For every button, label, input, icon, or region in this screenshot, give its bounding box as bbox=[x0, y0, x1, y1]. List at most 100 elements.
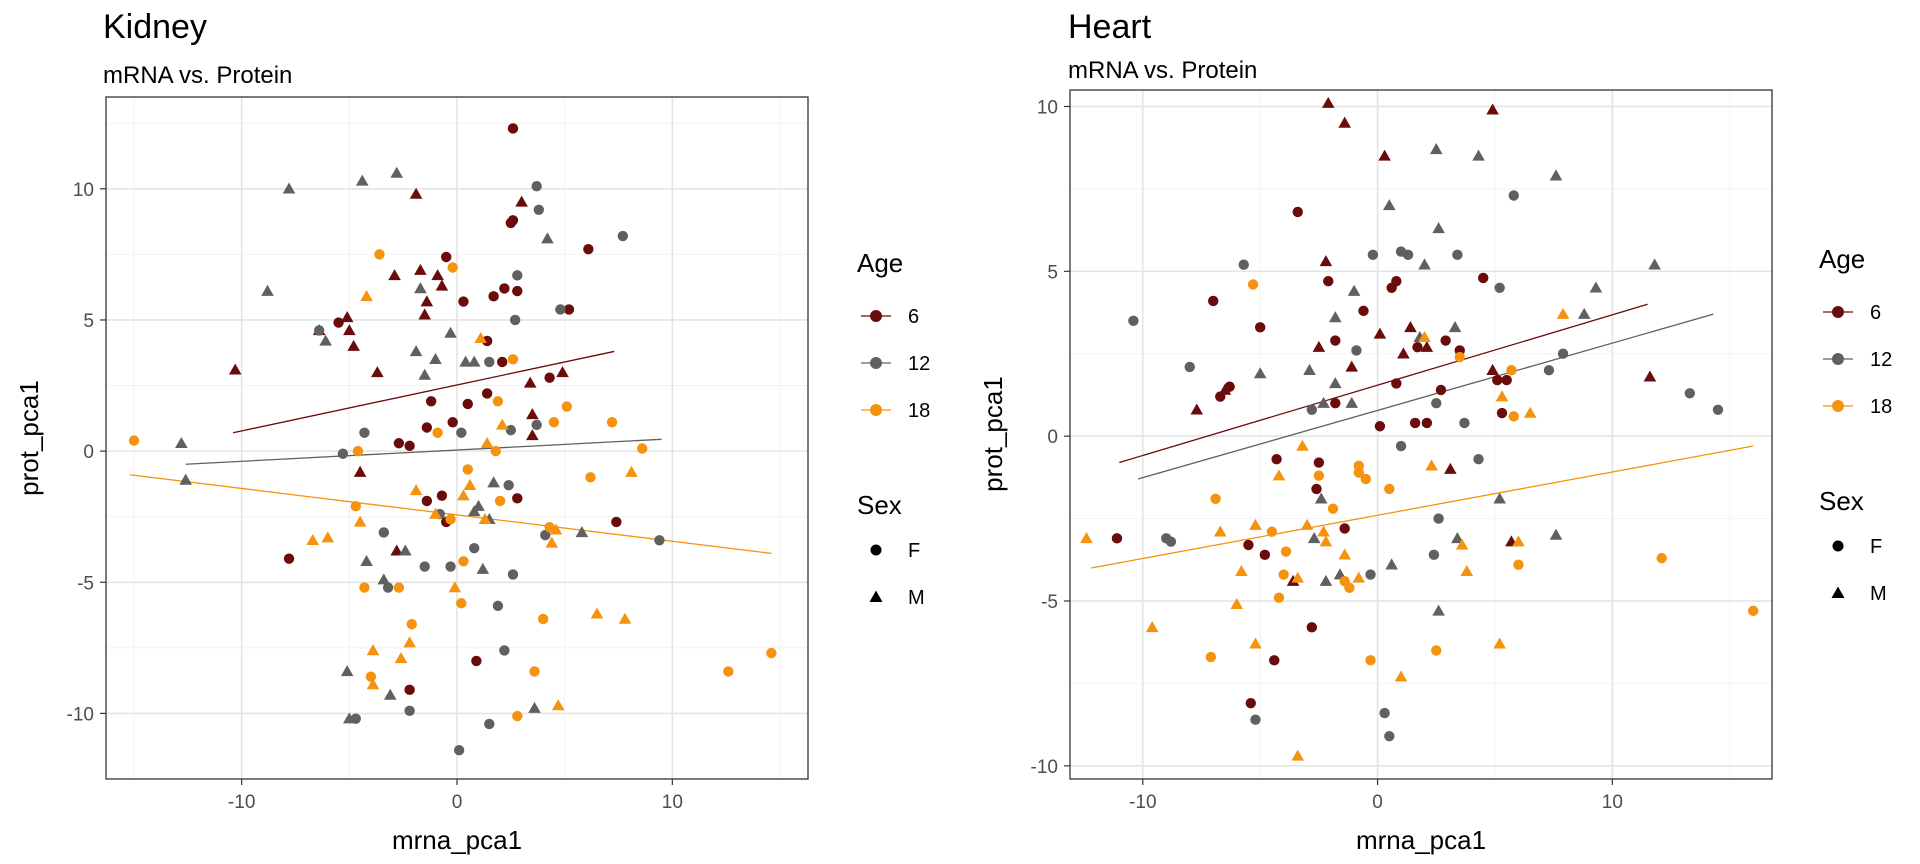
y-tick-label: -5 bbox=[77, 573, 94, 594]
legend-item-sex-m: M bbox=[869, 587, 925, 609]
data-point bbox=[1404, 321, 1417, 333]
data-point bbox=[1496, 407, 1508, 419]
data-point bbox=[1338, 548, 1351, 560]
fit-line-age-6 bbox=[1119, 303, 1648, 464]
legend-key-circle bbox=[1832, 400, 1844, 412]
data-point bbox=[1269, 655, 1280, 666]
data-point bbox=[488, 291, 499, 302]
data-point bbox=[261, 284, 274, 296]
x-tick-label: 10 bbox=[662, 792, 683, 813]
data-point bbox=[766, 647, 777, 659]
legend-key-circle bbox=[1832, 353, 1844, 365]
x-axis-label: mrna_pca1 bbox=[1356, 825, 1486, 855]
data-point bbox=[1327, 503, 1339, 514]
data-point bbox=[499, 645, 510, 656]
data-point bbox=[1473, 454, 1484, 465]
data-point bbox=[1556, 307, 1570, 319]
data-point bbox=[1394, 670, 1408, 682]
data-point bbox=[1397, 347, 1410, 359]
data-point bbox=[393, 438, 405, 449]
data-point bbox=[418, 368, 431, 380]
data-point bbox=[636, 443, 648, 454]
data-point bbox=[1321, 96, 1335, 108]
legend-title-age: Age bbox=[857, 248, 903, 278]
data-point bbox=[1272, 469, 1286, 481]
data-point bbox=[585, 472, 596, 483]
y-tick-label: 0 bbox=[1047, 427, 1058, 448]
data-point bbox=[478, 513, 492, 525]
data-point bbox=[1428, 549, 1440, 561]
data-point bbox=[175, 436, 188, 448]
data-point bbox=[404, 440, 415, 452]
data-point bbox=[337, 448, 349, 459]
data-point bbox=[1319, 574, 1333, 586]
data-point bbox=[1271, 454, 1282, 465]
data-point bbox=[1280, 546, 1292, 557]
data-point bbox=[1238, 259, 1249, 270]
data-point bbox=[414, 263, 427, 275]
data-point bbox=[490, 445, 501, 457]
data-point bbox=[1433, 513, 1444, 524]
legend-label: 6 bbox=[908, 306, 919, 328]
data-point bbox=[1486, 103, 1499, 115]
data-point bbox=[1111, 533, 1123, 544]
data-point bbox=[611, 516, 622, 528]
data-point bbox=[1314, 492, 1328, 504]
data-point bbox=[1448, 321, 1462, 333]
data-point bbox=[1549, 528, 1563, 540]
data-point bbox=[1360, 473, 1372, 485]
data-point bbox=[359, 582, 370, 593]
data-point bbox=[1311, 483, 1322, 495]
data-point bbox=[481, 388, 493, 399]
data-point bbox=[321, 531, 335, 543]
data-point bbox=[1374, 421, 1386, 432]
y-tick-label: -5 bbox=[1041, 592, 1058, 613]
data-point bbox=[1317, 396, 1330, 408]
legend: Age 6 12 18 Sex F M bbox=[857, 248, 930, 609]
data-point bbox=[1656, 552, 1667, 564]
data-point bbox=[545, 536, 559, 548]
data-point bbox=[503, 480, 514, 491]
data-point bbox=[352, 445, 364, 457]
data-point bbox=[1307, 532, 1321, 544]
data-point bbox=[1451, 532, 1464, 544]
data-point bbox=[1454, 351, 1465, 363]
data-point bbox=[441, 251, 452, 263]
data-point bbox=[1493, 492, 1506, 504]
data-point bbox=[1224, 381, 1235, 392]
data-point bbox=[1385, 558, 1398, 570]
data-point bbox=[347, 339, 360, 351]
data-point bbox=[1684, 388, 1696, 399]
data-point bbox=[484, 718, 495, 730]
legend-key-triangle bbox=[1831, 586, 1845, 598]
legend-key-circle bbox=[870, 310, 882, 322]
data-point bbox=[1492, 374, 1503, 386]
data-point bbox=[1460, 565, 1474, 577]
data-point bbox=[1435, 384, 1447, 396]
data-point bbox=[1643, 370, 1657, 382]
data-point bbox=[1273, 592, 1285, 603]
data-point bbox=[1329, 311, 1342, 323]
data-point bbox=[1432, 604, 1445, 616]
data-point bbox=[487, 476, 500, 488]
data-point bbox=[606, 417, 618, 428]
data-point bbox=[444, 326, 457, 338]
data-point bbox=[350, 713, 361, 724]
data-point bbox=[1391, 378, 1402, 389]
data-point bbox=[1395, 440, 1407, 452]
data-point bbox=[313, 325, 325, 336]
data-point bbox=[526, 429, 539, 441]
data-point bbox=[390, 544, 404, 556]
data-point bbox=[1345, 360, 1359, 372]
data-point bbox=[1513, 559, 1524, 570]
data-point bbox=[481, 335, 493, 347]
data-point bbox=[494, 495, 506, 507]
data-point bbox=[1330, 335, 1341, 346]
data-point bbox=[1128, 315, 1139, 326]
data-point bbox=[388, 269, 401, 281]
legend-item-age-18: 18 bbox=[1823, 396, 1892, 418]
data-point bbox=[1402, 249, 1414, 261]
data-point bbox=[390, 166, 404, 178]
data-point bbox=[556, 366, 569, 378]
